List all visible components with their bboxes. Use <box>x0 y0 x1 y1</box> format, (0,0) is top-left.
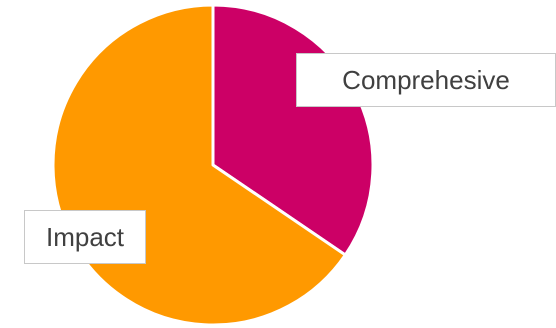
slice-label-comprehesive: Comprehesive <box>296 53 556 107</box>
slice-label-impact: Impact <box>24 210 146 264</box>
